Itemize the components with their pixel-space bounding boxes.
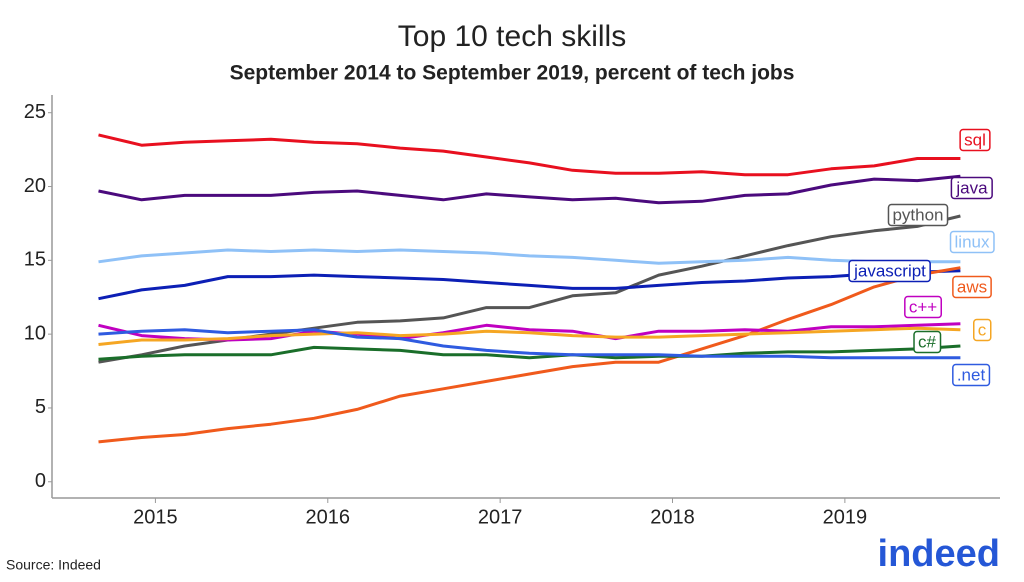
series-line [98, 328, 961, 360]
y-tick-label: 15 [24, 249, 46, 271]
legend-box [952, 275, 992, 299]
legend-label: python [892, 205, 943, 224]
x-tick-label: 2016 [306, 506, 351, 528]
y-tick-label: 25 [24, 101, 46, 123]
legend-label: c++ [909, 297, 937, 316]
series-line [98, 174, 961, 205]
series-line [98, 133, 961, 177]
y-tick-label: 5 [35, 396, 46, 418]
legend-label: sql [964, 130, 986, 149]
legend-box [950, 176, 993, 200]
legend-label: aws [957, 277, 987, 296]
legend-box [973, 318, 992, 342]
y-tick-label: 10 [24, 322, 46, 344]
x-tick-label: 2018 [650, 506, 695, 528]
source-note: Source: Indeed [6, 557, 101, 573]
chart-title: Top 10 tech skills [398, 20, 626, 53]
logo: indeed [878, 533, 1000, 575]
series-line [98, 269, 961, 301]
legend-box [949, 230, 995, 254]
y-tick-label: 20 [24, 175, 46, 197]
x-tick-label: 2015 [133, 506, 178, 528]
legend-box [904, 295, 942, 319]
series-line [98, 266, 961, 444]
legend-box [848, 259, 931, 283]
legend-label: javascript [853, 261, 926, 280]
legend-label: linux [955, 232, 990, 251]
y-tick-label: 0 [35, 470, 46, 492]
legend-label: .net [957, 365, 986, 384]
x-tick-label: 2019 [823, 506, 868, 528]
legend-label: c# [918, 332, 937, 351]
x-tick-label: 2017 [478, 506, 523, 528]
legend-box [952, 363, 991, 387]
legend-box [913, 330, 942, 354]
chart-subtitle: September 2014 to September 2019, percen… [230, 62, 795, 85]
legend-box [887, 203, 949, 227]
series-line [98, 326, 961, 346]
series-line [98, 344, 961, 361]
legend-label: c [978, 320, 987, 339]
series-line [98, 248, 961, 265]
legend-box [959, 128, 991, 152]
legend-label: java [955, 178, 988, 197]
series-line [98, 322, 961, 342]
